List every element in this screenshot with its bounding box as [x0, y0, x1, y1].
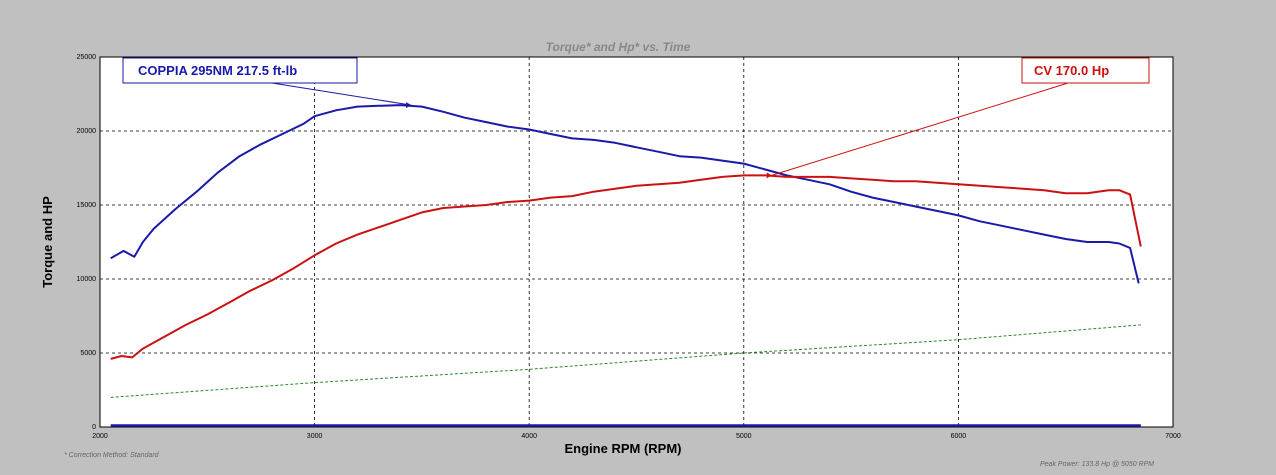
- y-tick-label: 10000: [77, 276, 97, 283]
- torque-line: [110, 104, 1140, 284]
- tick-labels: 2000 3000 4000 5000 6000 7000 0 5000 10000 15000 2…: [77, 54, 1181, 440]
- x-tick-label: 7000: [1165, 433, 1181, 440]
- power-callout-label: CV 170.0 Hp: [1034, 63, 1109, 78]
- torque-callout-box: [122, 57, 358, 84]
- plot-area: [99, 56, 1174, 428]
- callouts: COPPIA 295NM 217.5 ft-lb CV 170.0 Hp: [122, 57, 1150, 179]
- x-tick-label: 2000: [92, 433, 108, 440]
- power-callout-box: [1021, 57, 1150, 84]
- y-tick-label: 0: [92, 424, 96, 431]
- x-tick-label: 5000: [736, 433, 752, 440]
- x-axis-label: Engine RPM (RPM): [565, 441, 682, 456]
- x-tick-label: 6000: [951, 433, 967, 440]
- torque-callout-label: COPPIA 295NM 217.5 ft-lb: [138, 63, 297, 78]
- correction-note: * Correction Method: Standard: [64, 452, 160, 459]
- y-axis-label: Torque and HP: [40, 196, 55, 288]
- y-tick-label: 20000: [77, 128, 97, 135]
- peak-power-note: Peak Power: 133.8 Hp @ 5050 RPM: [1040, 461, 1154, 468]
- y-tick-label: 25000: [77, 54, 97, 61]
- y-tick-label: 15000: [77, 202, 97, 209]
- torque-callout-leader: [271, 82, 412, 106]
- grid: [100, 57, 1173, 427]
- power-line: [110, 174, 1142, 360]
- power-callout-leader: [771, 82, 1069, 176]
- torque-callout-arrow: [406, 102, 412, 109]
- x-tick-label: 3000: [307, 433, 323, 440]
- trend-line: [110, 324, 1141, 398]
- series-lines: [110, 104, 1142, 427]
- chart-title: Torque* and Hp* vs. Time: [546, 40, 691, 54]
- power-callout-arrow: [766, 172, 772, 179]
- x-tick-label: 4000: [521, 433, 537, 440]
- y-tick-label: 5000: [80, 350, 96, 357]
